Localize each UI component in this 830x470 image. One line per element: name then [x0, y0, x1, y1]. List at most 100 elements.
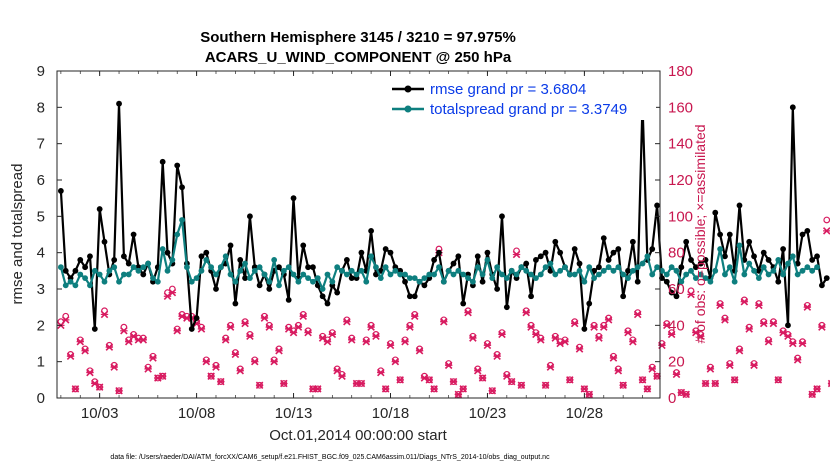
obs-possible-point	[576, 343, 583, 351]
obs-possible-point	[358, 380, 365, 387]
obs-possible-point	[367, 321, 375, 329]
totalspread-point	[387, 271, 394, 278]
rmse-point	[310, 264, 316, 271]
obs-possible-point	[765, 336, 772, 344]
rmse-point	[688, 257, 694, 263]
rmse-point	[198, 253, 205, 260]
totalspread-point	[310, 278, 316, 285]
x-tick-label: 10/08	[178, 405, 216, 422]
totalspread-point	[751, 267, 757, 274]
obs-possible-point	[212, 361, 220, 369]
obs-possible-point	[261, 312, 268, 320]
rmse-point	[348, 275, 355, 281]
rmse-point	[62, 267, 69, 274]
rmse-point	[431, 257, 438, 263]
obs-possible-point	[440, 316, 448, 324]
obs-possible-point	[454, 390, 462, 398]
rmse-point	[96, 206, 103, 212]
rmse-point	[276, 264, 282, 271]
rmse-point	[130, 231, 137, 238]
rmse-point	[775, 278, 782, 285]
obs-possible-point	[794, 354, 802, 362]
totalspread-point	[688, 267, 694, 274]
obs-possible-point	[493, 351, 501, 358]
obs-possible-point	[459, 385, 467, 393]
totalspread-point	[649, 271, 656, 278]
obs-possible-point	[198, 323, 205, 331]
obs-possible-point	[241, 318, 249, 326]
rmse-point	[625, 267, 631, 274]
obs-possible-point	[251, 356, 259, 364]
totalspread-point	[465, 275, 471, 281]
totalspread-point	[101, 278, 108, 285]
totalspread-point	[140, 264, 147, 271]
rmse-point	[789, 104, 796, 111]
totalspread-point	[445, 267, 452, 274]
rmse-point	[382, 246, 389, 252]
obs-possible-point	[774, 376, 782, 384]
obs-possible-point	[721, 314, 729, 322]
totalspread-point	[610, 267, 617, 274]
totalspread-point	[266, 278, 273, 285]
totalspread-point	[566, 271, 573, 278]
rmse-point	[528, 293, 534, 300]
obs-possible-point	[808, 390, 816, 398]
totalspread-point	[348, 267, 355, 274]
obs-possible-point	[624, 327, 632, 335]
obs-possible-point	[585, 390, 593, 398]
totalspread-point	[479, 271, 486, 278]
rmse-point	[683, 238, 690, 245]
rmse-point	[479, 278, 486, 285]
totalspread-point	[271, 257, 278, 263]
obs-possible-point	[702, 380, 709, 387]
obs-possible-point	[353, 380, 360, 387]
rmse-point	[809, 257, 816, 263]
totalspread-point	[184, 264, 190, 271]
totalspread-point	[91, 267, 98, 274]
obs-possible-point	[290, 327, 297, 335]
totalspread-point	[382, 264, 389, 271]
rmse-point	[57, 188, 64, 194]
obs-possible-point	[81, 345, 89, 353]
totalspread-point	[455, 267, 462, 274]
obs-possible-point	[256, 381, 264, 389]
rmse-point	[174, 162, 181, 169]
obs-possible-point	[750, 360, 758, 367]
totalspread-point	[217, 264, 224, 271]
obs-possible-point	[571, 318, 579, 326]
obs-possible-point	[401, 336, 409, 344]
totalspread-point	[591, 275, 597, 281]
obs-possible-point	[227, 321, 234, 329]
rmse-point	[358, 249, 365, 256]
obs-possible-point	[522, 307, 530, 315]
totalspread-point	[222, 253, 229, 260]
rmse-point	[82, 264, 89, 271]
rmse-point	[814, 253, 820, 260]
totalspread-point	[533, 275, 539, 281]
obs-possible-point	[745, 323, 753, 331]
obs-possible-point	[600, 321, 608, 329]
totalspread-point	[343, 271, 350, 278]
rmse-point	[343, 257, 350, 263]
totalspread-point	[760, 264, 767, 271]
obs-possible-point	[639, 376, 646, 384]
totalspread-point	[72, 282, 79, 289]
totalspread-point	[775, 257, 782, 263]
totalspread-point	[794, 271, 801, 278]
obs-possible-point	[551, 332, 559, 340]
obs-possible-point	[547, 361, 554, 369]
x-tick-label: 10/28	[566, 405, 604, 422]
obs-possible-point	[813, 385, 821, 393]
totalspread-point	[232, 278, 239, 285]
totalspread-point	[605, 264, 612, 271]
obs-possible-point	[101, 307, 108, 315]
obs-possible-point	[416, 345, 423, 353]
obs-possible-point	[614, 365, 622, 373]
rmse-point	[673, 293, 680, 300]
obs-possible-point	[328, 329, 336, 337]
obs-possible-point	[479, 374, 486, 382]
rmse-point	[116, 100, 122, 107]
rmse-point	[615, 246, 622, 252]
obs-possible-point	[265, 321, 273, 329]
